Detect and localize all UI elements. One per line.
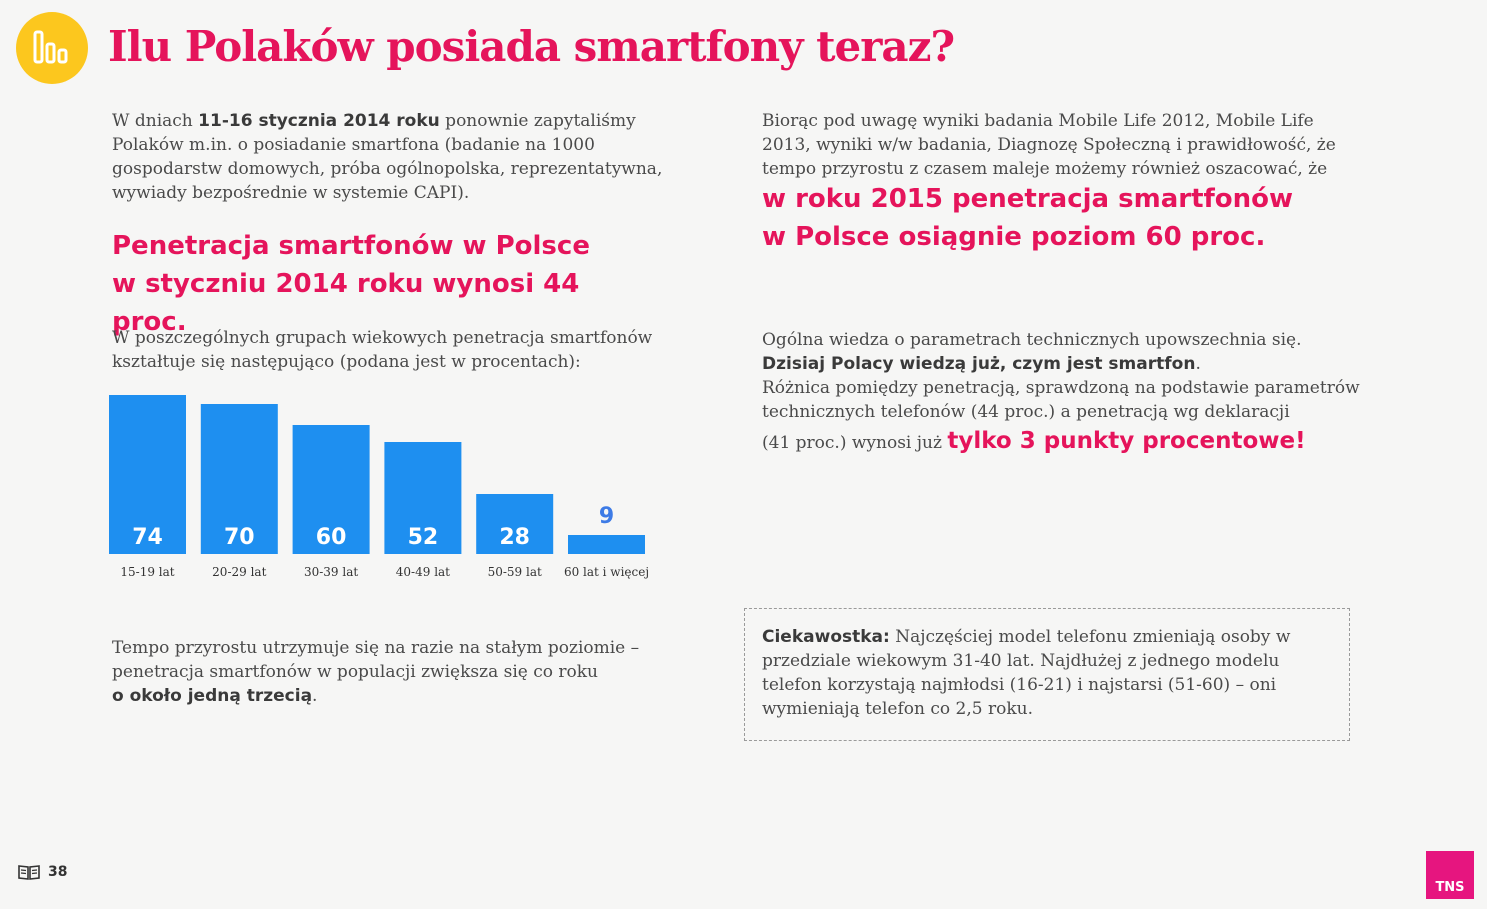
tns-logo: TNS [1426,851,1474,899]
category-label: 30-39 lat [304,565,358,579]
bar-50-59-lat [476,494,554,554]
bar-60-lat-i-więcej [568,535,645,554]
bar-chart-icon [16,12,88,84]
bar-value-label: 74 [132,525,163,550]
bar-30-39-lat [292,425,370,554]
category-label: 20-29 lat [212,565,266,579]
fun-fact-text: Ciekawostka: Najczęściej model telefonu … [762,627,1291,719]
forecast-headline: w roku 2015 penetracja smartfonów w Polsc… [762,184,1294,252]
bar-value-label: 9 [599,504,614,529]
category-label: 40-49 lat [396,565,450,579]
page-title: Ilu Polaków posiada smartfony teraz? [108,22,955,71]
bar-20-29-lat [200,404,278,554]
bar-40-49-lat [384,442,462,554]
bar-value-label: 52 [408,525,439,550]
page-number: 38 [18,864,67,880]
bar-value-label: 70 [224,525,255,550]
intro-paragraph: W dniach 11-16 stycznia 2014 roku ponown… [112,111,663,203]
difference-highlight: tylko 3 punkty procentowe! [947,428,1306,454]
bar-value-label: 28 [499,525,530,550]
bar-15-19-lat [109,395,186,554]
chart-intro: W poszczególnych grupach wiekowych penet… [112,328,653,372]
forecast-paragraph: Biorąc pod uwagę wyniki badania Mobile L… [762,111,1336,179]
category-label: 15-19 lat [120,565,174,579]
age-penetration-chart: 74 15-19 lat 70 20-29 lat 60 30-39 lat 52 40-49… [109,395,649,579]
knowledge-conclusion: (41 proc.) wynosi już tylko 3 punkty pro… [762,428,1306,454]
penetration-headline: Penetracja smartfonów w Polsce w styczni… [112,231,590,337]
growth-paragraph: Tempo przyrostu utrzymuje się na razie n… [112,638,640,706]
bar-value-label: 60 [316,525,347,550]
book-icon [18,865,40,880]
category-label: 50-59 lat [488,565,542,579]
knowledge-paragraph: Ogólna wiedza o parametrach technicznych… [762,330,1360,422]
fun-fact-box: Ciekawostka: Najczęściej model telefonu … [744,608,1350,741]
category-label: 60 lat i więcej [564,565,649,579]
